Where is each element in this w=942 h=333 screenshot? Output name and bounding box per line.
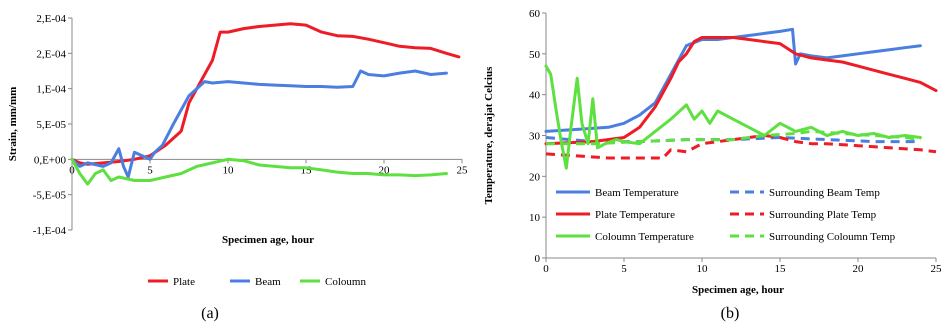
y-tick-label: 30: [529, 131, 541, 143]
y-tick-label: 20: [529, 171, 541, 183]
strain-chart: 2,E-04 2,E-04 1,E-04 5,E-05 0,E+00 -5,E-05 -1,…: [0, 0, 470, 328]
y-tick-label: 5,E-05: [36, 119, 66, 131]
x-tick-label: 10: [697, 263, 709, 275]
panel-label: (a): [201, 305, 219, 322]
series-line-beam-temperature: [546, 29, 920, 131]
legend-label-beam-temperature: Beam Temperature: [595, 187, 679, 199]
chart-panel-b: 0 10 20 30 40 50 60 0 5 10 15 20 25 Specimen age, hou…: [470, 0, 942, 328]
y-tick-label: -1,E-04: [33, 225, 67, 237]
panel-label: (b): [721, 305, 740, 322]
legend-label-coloumn-temperature: Coloumn Temperature: [595, 231, 694, 243]
legend-label-plate: Plate: [173, 276, 195, 288]
legend-label-surrounding-coloumn-temp: Surrounding Coloumn Temp: [769, 231, 896, 243]
legend-label-surrounding-plate-temp: Surrounding Plate Temp: [769, 209, 877, 221]
series-line-coloumn-temperature: [546, 66, 920, 168]
x-tick-label: 0: [543, 263, 549, 275]
x-tick-label: 15: [775, 263, 787, 275]
y-tick-label: 10: [529, 212, 541, 224]
legend-label-plate-temperature: Plate Temperature: [595, 209, 675, 221]
x-tick-label: 15: [301, 164, 313, 176]
temperature-chart: 0 10 20 30 40 50 60 0 5 10 15 20 25 Specimen age, hou…: [470, 0, 942, 328]
y-tick-label: 40: [529, 90, 541, 102]
series-line-plate: [72, 24, 459, 165]
legend-label-coloumn: Coloumn: [325, 276, 366, 288]
x-axis-label: Specimen age, hour: [692, 284, 784, 296]
chart-panel-a: 2,E-04 2,E-04 1,E-04 5,E-05 0,E+00 -5,E-05 -1,…: [0, 0, 470, 328]
y-tick-label: -5,E-05: [33, 190, 67, 202]
x-axis-label: Specimen age, hour: [222, 234, 314, 246]
legend-label-surrounding-beam-temp: Surrounding Beam Temp: [769, 187, 880, 199]
y-tick-label: 2,E-04: [36, 48, 66, 60]
y-tick-label: 2,E-04: [36, 13, 66, 25]
legend-label-beam: Beam: [255, 276, 281, 288]
x-tick-label: 5: [621, 263, 627, 275]
y-tick-label: 50: [529, 49, 541, 61]
x-tick-label: 25: [931, 263, 942, 275]
y-tick-label: 0,E+00: [34, 154, 67, 166]
y-tick-label: 0: [535, 253, 541, 265]
y-axis-label: Strain, mm/mm: [7, 87, 19, 162]
x-tick-label: 5: [147, 164, 153, 176]
x-tick-label: 25: [457, 164, 469, 176]
x-tick-label: 10: [223, 164, 235, 176]
x-tick-label: 20: [853, 263, 865, 275]
y-tick-label: 1,E-04: [36, 84, 66, 96]
y-tick-label: 60: [529, 8, 541, 20]
y-axis-label: Temperature, derajat Celcius: [483, 66, 495, 204]
